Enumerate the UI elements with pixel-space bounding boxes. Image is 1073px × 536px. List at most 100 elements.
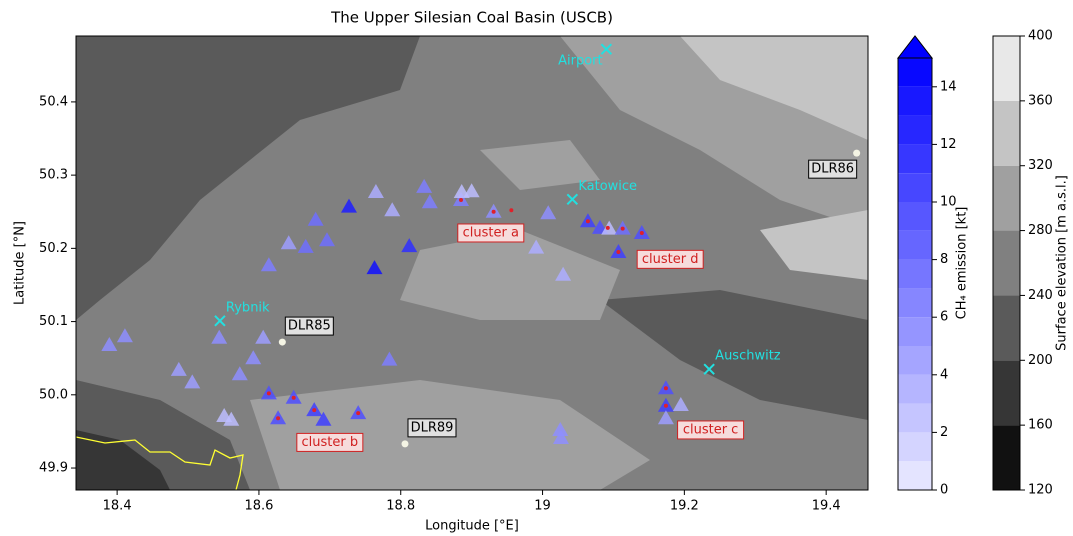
colorbar-tick-label: 160 <box>1028 418 1053 433</box>
station-marker <box>853 149 861 157</box>
emission-source <box>223 411 240 426</box>
emission-source <box>384 202 401 217</box>
colorbar-band <box>898 259 932 289</box>
y-tick-label: 50.1 <box>39 314 68 329</box>
y-tick-label: 50.4 <box>39 94 68 109</box>
place-marker <box>214 315 226 327</box>
x-tick-label: 18.6 <box>244 499 273 514</box>
colorbar-band <box>898 374 932 404</box>
cluster-box <box>636 249 704 269</box>
y-tick-label: 50.3 <box>39 168 68 183</box>
place-marker <box>566 193 579 206</box>
colorbar-tick-label: 2 <box>940 425 948 440</box>
colorbar-tick-label: 12 <box>940 137 957 152</box>
y-tick-label: 50.0 <box>39 387 68 402</box>
plot-frame <box>75 35 869 491</box>
cluster-member <box>639 230 644 235</box>
border <box>76 436 244 490</box>
colorbar-frame <box>897 57 933 491</box>
emission-source <box>307 211 324 226</box>
place-label: Auschwitz <box>715 349 781 364</box>
colorbar-band <box>898 202 932 231</box>
colorbar-band <box>898 288 932 318</box>
y-tick-label: 50.2 <box>39 241 68 256</box>
emission-source <box>319 232 336 247</box>
emission-source <box>170 361 187 376</box>
place-label: Airport <box>558 54 603 69</box>
cluster-member <box>620 226 625 231</box>
cluster-member <box>459 198 464 203</box>
colorbar-tick-label: 240 <box>1028 288 1053 303</box>
x-tick-label: 19.4 <box>812 499 841 514</box>
station-label: DLR89 <box>411 420 454 435</box>
cluster-member <box>276 416 281 421</box>
colorbar-band <box>898 115 932 145</box>
x-axis-label: Longitude [°E] <box>425 519 519 534</box>
emission-source <box>280 235 297 250</box>
station-box <box>284 316 334 336</box>
emission-source <box>255 329 272 344</box>
x-tick-label: 19 <box>534 499 551 514</box>
colorbar-band <box>898 317 932 346</box>
cluster-label: cluster d <box>642 252 699 267</box>
colorbar-band <box>993 425 1020 490</box>
colorbar-band <box>898 173 932 202</box>
x-tick-label: 18.8 <box>386 499 415 514</box>
colorbar-tick-label: 6 <box>940 310 948 325</box>
cluster-box <box>296 432 364 452</box>
station-marker <box>278 338 286 346</box>
cluster-box <box>457 223 525 243</box>
emission-source <box>340 198 357 213</box>
emission-source <box>366 260 383 275</box>
emission-source <box>463 183 480 198</box>
colorbar-tick-label: 0 <box>940 483 948 498</box>
colorbar-tick-label: 8 <box>940 252 948 267</box>
cluster-member <box>356 411 361 416</box>
y-axis-label: Latitude [°N] <box>13 221 28 305</box>
cluster-member <box>312 408 317 413</box>
colorbar-tick-label: 14 <box>940 79 957 94</box>
emission-source <box>297 238 314 253</box>
cluster-member <box>605 225 610 230</box>
emission-source <box>245 350 262 365</box>
station-label: DLR85 <box>288 319 331 334</box>
emission-source <box>416 178 433 193</box>
emission-source <box>381 351 398 366</box>
colorbar-tick-label: 280 <box>1028 223 1053 238</box>
cluster-box <box>677 420 745 440</box>
colorbar-band <box>898 144 932 174</box>
colorbar-extend <box>896 35 934 59</box>
place-marker <box>703 363 715 375</box>
emission-source <box>211 329 228 344</box>
colorbar-tick-label: 200 <box>1028 353 1053 368</box>
emission-source <box>184 374 201 389</box>
colorbar-band <box>993 295 1020 361</box>
chart-title: The Upper Silesian Coal Basin (USCB) <box>330 9 613 27</box>
cluster-label: cluster b <box>302 435 359 450</box>
place-marker <box>600 43 613 55</box>
cluster-label: cluster a <box>463 225 519 240</box>
colorbar-band <box>993 100 1020 166</box>
cluster-member <box>291 395 296 400</box>
colorbar-band <box>898 461 932 490</box>
emission-source <box>552 421 569 436</box>
colorbar-band <box>898 432 932 462</box>
cluster-member <box>491 209 496 214</box>
y-tick-label: 49.9 <box>39 461 68 476</box>
emission-source <box>367 183 384 198</box>
emission-source <box>421 194 438 209</box>
emission-source <box>231 366 248 381</box>
emission-source <box>315 411 332 426</box>
x-tick-label: 19.2 <box>670 499 699 514</box>
cluster-member <box>663 386 668 391</box>
x-tick-label: 18.4 <box>103 499 132 514</box>
place-label: Rybnik <box>226 300 270 315</box>
cluster-member <box>266 391 271 396</box>
colorbar-frame <box>992 35 1021 491</box>
emission-source <box>555 266 572 281</box>
emission-source <box>657 410 674 425</box>
station-box <box>407 418 457 438</box>
emission-source <box>540 205 557 220</box>
cluster-label: cluster c <box>683 422 739 437</box>
